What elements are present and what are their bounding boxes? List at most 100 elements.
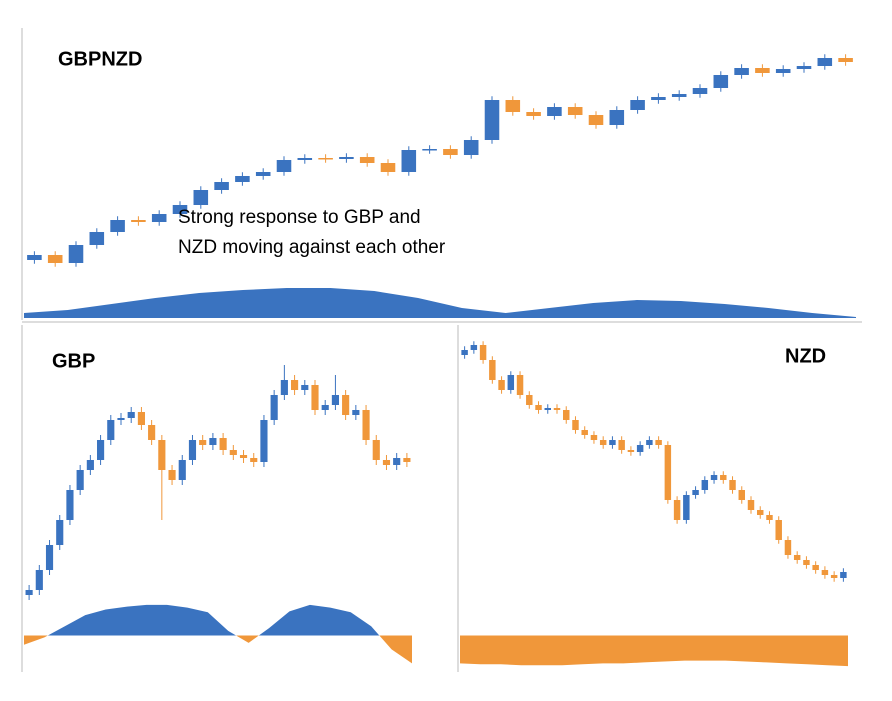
- candle-body: [636, 445, 644, 452]
- candle-body: [526, 112, 541, 116]
- candle-body: [535, 405, 542, 410]
- candle-body: [260, 420, 268, 462]
- candle-body: [66, 490, 74, 520]
- candle-body: [609, 440, 616, 445]
- candle-body: [461, 350, 468, 355]
- candle-body: [117, 418, 125, 420]
- candle-body: [339, 157, 354, 159]
- candle-body: [775, 520, 782, 540]
- candle-body: [35, 570, 43, 590]
- candle-body: [76, 470, 84, 490]
- candle-body: [766, 515, 773, 520]
- candle-body: [838, 58, 853, 62]
- annotation: Strong response to GBP and: [178, 207, 421, 228]
- candle-body: [193, 190, 209, 205]
- candle-body: [131, 220, 146, 222]
- candle-body: [470, 345, 478, 350]
- candle-body: [89, 232, 105, 245]
- candle-body: [280, 380, 288, 395]
- candle-body: [747, 500, 755, 510]
- candle-body: [68, 245, 84, 263]
- candle-body: [720, 475, 727, 480]
- candle-body: [563, 410, 570, 420]
- candle-body: [671, 94, 687, 97]
- candle-body: [250, 458, 258, 462]
- candle-body: [692, 88, 708, 94]
- candle-body: [318, 158, 333, 160]
- candle-body: [321, 405, 329, 410]
- candle-body: [729, 480, 736, 490]
- candle-body: [276, 160, 292, 172]
- candle-body: [692, 490, 699, 495]
- panel-title: GBPNZD: [58, 48, 142, 70]
- candle-body: [655, 440, 662, 445]
- candle-body: [489, 360, 496, 380]
- candle-body: [793, 555, 801, 560]
- candle-body: [86, 460, 94, 470]
- candle-body: [830, 575, 838, 578]
- panel-title: NZD: [785, 345, 826, 367]
- candle-body: [380, 163, 396, 172]
- candle-body: [507, 375, 515, 390]
- candle-body: [331, 395, 339, 405]
- candle-body: [25, 590, 33, 595]
- candle-body: [403, 458, 411, 462]
- candle-body: [235, 176, 250, 182]
- candle-body: [590, 435, 598, 440]
- candle-body: [372, 440, 380, 460]
- candle-body: [817, 58, 833, 66]
- candle-body: [618, 440, 625, 450]
- candle-body: [172, 205, 188, 214]
- candle-body: [311, 385, 319, 410]
- candle-body: [484, 100, 500, 140]
- candle-body: [45, 545, 54, 570]
- candle-body: [683, 495, 690, 520]
- candle-body: [158, 440, 166, 470]
- candle-body: [107, 420, 115, 440]
- candle-body: [137, 412, 145, 425]
- candle-body: [56, 520, 64, 545]
- candle-body: [572, 420, 579, 430]
- candle-body: [673, 500, 681, 520]
- candle-body: [710, 475, 718, 480]
- candle-body: [239, 455, 248, 458]
- candle-body: [664, 445, 672, 500]
- candle-body: [803, 560, 810, 565]
- candle-body: [97, 440, 105, 460]
- candle-body: [270, 395, 278, 420]
- candle-body: [840, 572, 847, 578]
- candle-body: [382, 460, 391, 465]
- candle-body: [47, 255, 63, 263]
- candle-body: [291, 380, 299, 390]
- candle-body: [199, 440, 207, 445]
- candle-body: [297, 158, 313, 160]
- candle-body: [110, 220, 125, 232]
- candle-body: [219, 438, 227, 450]
- candle-body: [148, 425, 156, 440]
- candle-body: [630, 100, 645, 110]
- candle-body: [362, 410, 370, 440]
- candle-body: [821, 570, 829, 575]
- candle-body: [599, 440, 607, 445]
- candle-body: [401, 150, 417, 172]
- candle-body: [209, 438, 217, 445]
- candle-body: [443, 149, 458, 155]
- candle-body: [581, 430, 588, 435]
- candle-body: [255, 172, 271, 176]
- candle-body: [796, 66, 812, 69]
- candle-body: [188, 440, 197, 460]
- candle-body: [178, 460, 186, 480]
- candle-body: [151, 214, 167, 222]
- candle-body: [784, 540, 792, 555]
- candle-body: [505, 100, 521, 112]
- candle-body: [757, 510, 764, 515]
- candle-body: [812, 565, 819, 570]
- candle-body: [544, 408, 551, 410]
- candle-body: [479, 345, 487, 360]
- candle-body: [526, 395, 533, 405]
- candle-body: [27, 255, 42, 260]
- candle-body: [229, 450, 237, 455]
- indicator-area-down: [460, 635, 848, 667]
- candle-body: [738, 490, 745, 500]
